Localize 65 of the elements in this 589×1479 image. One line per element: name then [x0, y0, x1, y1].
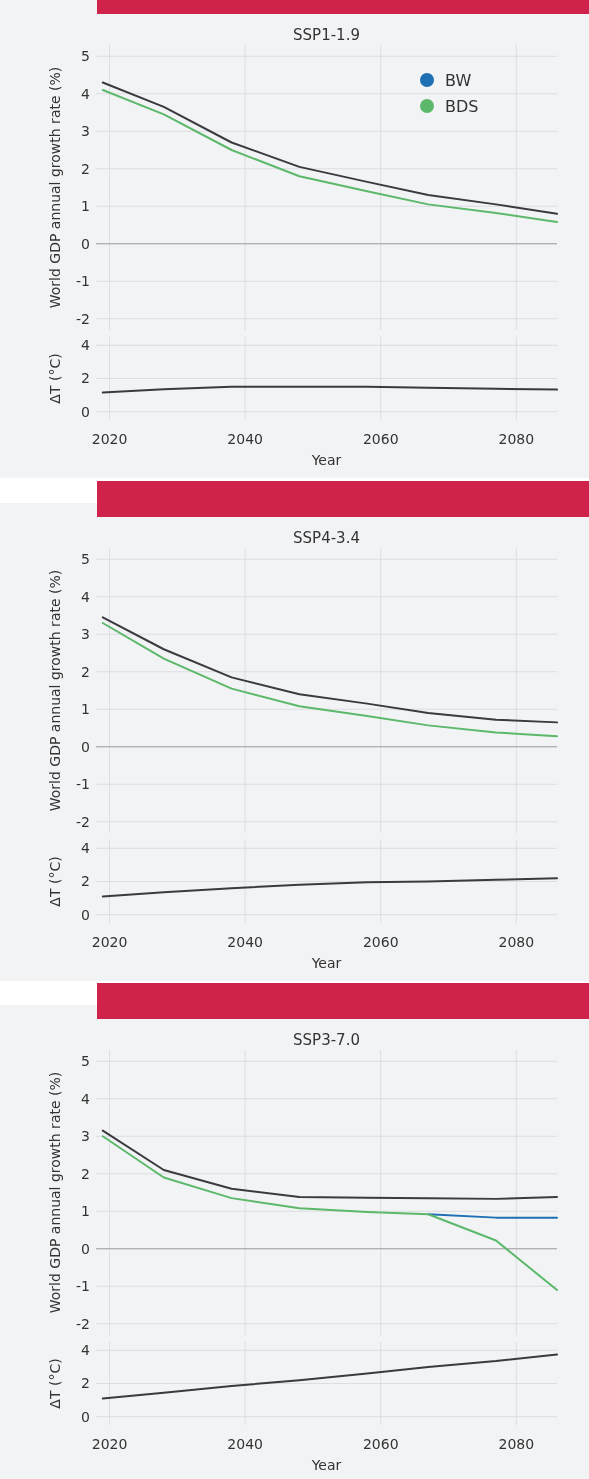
y-tick-label: 4 [81, 85, 91, 102]
y-tick-label: 3 [81, 123, 90, 140]
y-axis-title: World GDP annual growth rate (%) [47, 569, 63, 812]
x-tick-label: 2040 [227, 1436, 263, 1452]
y-axis-title: World GDP annual growth rate (%) [47, 1071, 63, 1314]
y-tick-label: 5 [81, 1053, 90, 1070]
x-tick-label: 2040 [227, 431, 263, 447]
x-tick-label: 2060 [362, 1436, 399, 1452]
y-tick-label: -1 [76, 1278, 90, 1295]
line-series [101, 622, 558, 738]
y-tick-label: 5 [81, 48, 90, 65]
y-tick-label: 2 [81, 663, 90, 680]
x-tick-label: 2020 [91, 934, 128, 950]
line-series [101, 1353, 558, 1400]
line-series [101, 1135, 558, 1291]
y-tick-label: 3 [81, 1128, 90, 1145]
y-tick-label: 4 [81, 588, 91, 605]
x-tick-label: 2040 [227, 934, 263, 950]
y-tick-label: 2 [81, 1375, 90, 1392]
chart-title: SSP4-3.4 [293, 529, 360, 547]
x-tick-label: 2020 [91, 1436, 128, 1452]
y-tick-label: 4 [81, 840, 91, 857]
y-tick-label: 0 [81, 403, 90, 420]
x-tick-label: 2080 [498, 934, 535, 950]
y-axis-title: ΔT (°C) [47, 856, 63, 907]
y-tick-label: 0 [81, 738, 90, 755]
y-tick-label: 0 [81, 1240, 90, 1257]
x-tick-label: 2020 [91, 431, 128, 447]
legend-label: BW [445, 70, 472, 90]
y-tick-label: 2 [81, 1165, 90, 1182]
chart-title: SSP1-1.9 [293, 26, 360, 44]
y-tick-label: 4 [81, 1090, 91, 1107]
y-axis-title: ΔT (°C) [47, 353, 63, 404]
x-axis-title: Year [310, 1457, 342, 1473]
y-tick-label: 3 [81, 626, 90, 643]
y-tick-label: 1 [81, 198, 90, 215]
y-tick-label: -1 [76, 273, 90, 290]
x-tick-label: 2080 [498, 1436, 535, 1452]
x-axis-title: Year [310, 452, 342, 468]
y-tick-label: 0 [81, 235, 90, 252]
y-tick-label: -2 [76, 310, 90, 327]
y-tick-label: 1 [81, 701, 90, 718]
y-tick-label: -2 [76, 1315, 90, 1332]
y-tick-label: -1 [76, 776, 90, 793]
y-tick-label: 4 [81, 1342, 91, 1359]
y-tick-label: 1 [81, 1203, 90, 1220]
y-tick-label: 4 [81, 337, 91, 354]
x-tick-label: 2080 [498, 431, 535, 447]
y-tick-label: 5 [81, 551, 90, 568]
x-axis-title: Year [310, 955, 342, 971]
line-series [101, 877, 558, 898]
y-tick-label: 2 [81, 160, 90, 177]
x-tick-label: 2060 [362, 431, 399, 447]
line-series [101, 1129, 558, 1200]
y-axis-title: World GDP annual growth rate (%) [47, 66, 63, 309]
x-tick-label: 2060 [362, 934, 399, 950]
y-tick-label: 2 [81, 370, 90, 387]
chart-title: SSP3-7.0 [293, 1031, 360, 1049]
line-series [101, 616, 558, 724]
legend-label: BDS [445, 96, 479, 116]
y-tick-label: 0 [81, 1408, 90, 1425]
y-tick-label: -2 [76, 813, 90, 830]
y-tick-label: 2 [81, 873, 90, 890]
y-tick-label: 0 [81, 906, 90, 923]
y-axis-title: ΔT (°C) [47, 1358, 63, 1409]
